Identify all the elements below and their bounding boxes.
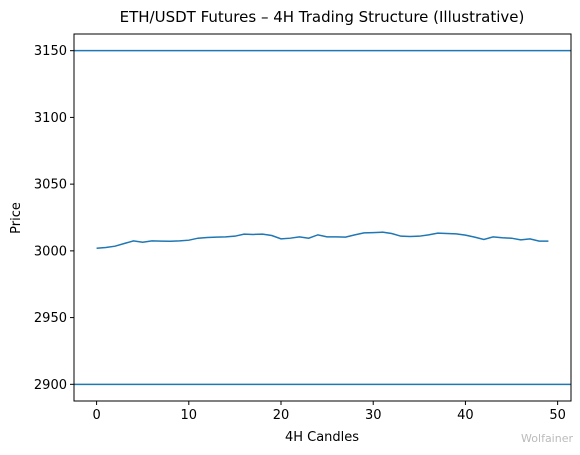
y-tick-label: 2900 — [34, 378, 67, 393]
y-tick-label: 2950 — [34, 311, 67, 326]
x-tick-label: 50 — [549, 408, 566, 423]
y-axis-label: Price — [9, 202, 24, 234]
y-tick-label: 3100 — [34, 111, 67, 126]
x-tick-label: 10 — [181, 408, 198, 423]
plot-frame — [73, 33, 572, 402]
x-tick-label: 30 — [365, 408, 382, 423]
y-tick-label: 3150 — [34, 44, 67, 59]
watermark: Wolfainer — [521, 432, 573, 445]
x-tick-label: 20 — [273, 408, 290, 423]
y-tick-label: 3000 — [34, 244, 67, 259]
x-tick-label: 40 — [457, 408, 474, 423]
chart-title: ETH/USDT Futures – 4H Trading Structure … — [120, 8, 525, 26]
x-axis-label: 4H Candles — [285, 430, 359, 445]
price-line — [96, 231, 549, 249]
x-tick-label: 0 — [92, 408, 100, 423]
y-tick-label: 3050 — [34, 178, 67, 193]
